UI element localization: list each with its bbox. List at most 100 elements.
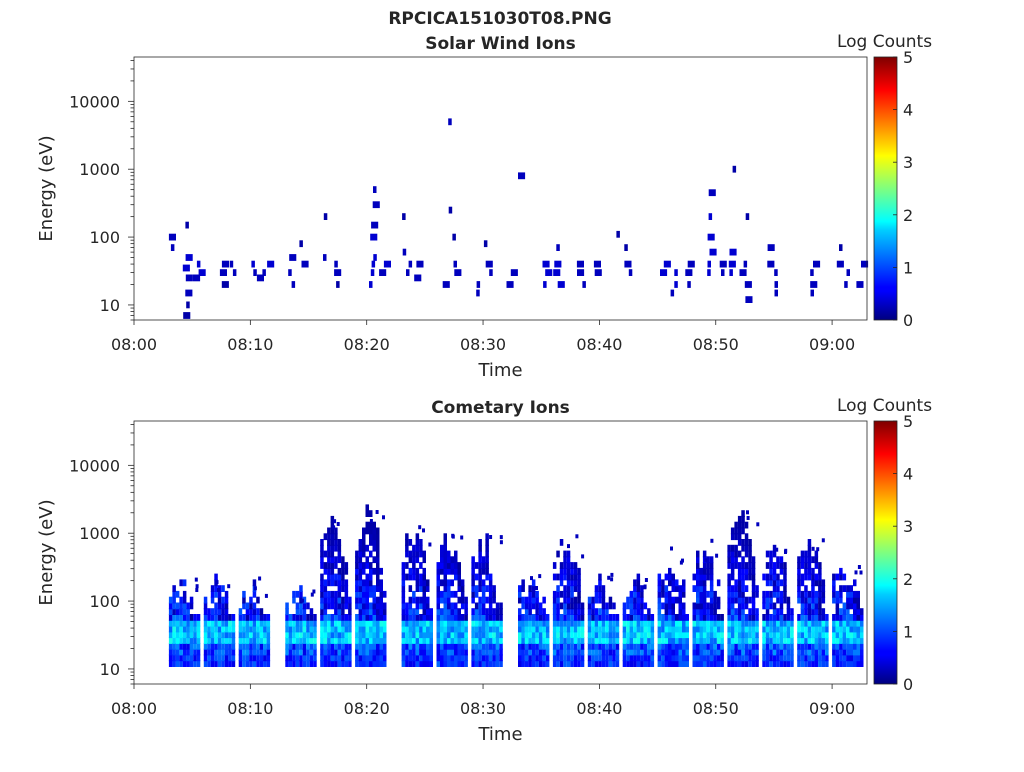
spectrogram-cell (779, 596, 784, 604)
spectrogram-cell (252, 614, 257, 621)
spectrogram-cell (674, 281, 678, 288)
spectrogram-cell (860, 608, 864, 615)
spectrogram-cell (172, 608, 176, 615)
spectrogram-cell (207, 631, 211, 639)
spectrogram-cell (776, 590, 780, 598)
spectrogram-cell (570, 619, 574, 627)
spectrogram-cell (422, 602, 426, 610)
spectrogram-cell (256, 637, 260, 644)
spectrogram-cell (744, 625, 749, 633)
spectrogram-cell (636, 585, 641, 592)
spectrogram-cell (402, 248, 407, 256)
spectrogram-cell (405, 539, 409, 546)
spectrogram-cell (713, 642, 717, 650)
spectrogram-cell (832, 585, 836, 592)
spectrogram-cell (231, 619, 236, 627)
spectrogram-cell (499, 608, 503, 615)
spectrogram-cell (744, 642, 749, 650)
spectrogram-cell (450, 648, 454, 656)
spectrogram-cell (779, 556, 784, 564)
spectrogram-cell (408, 648, 413, 656)
spectrogram-cell (405, 608, 409, 615)
spectrogram-cell (737, 585, 742, 592)
spectrogram-cell (552, 619, 557, 627)
spectrogram-cell (737, 648, 742, 656)
spectrogram-cell (580, 614, 585, 621)
spectrogram-cell (443, 631, 447, 639)
spectrogram-cell (330, 567, 335, 575)
spectrogram-cell (401, 619, 406, 627)
spectrogram-cell (629, 648, 634, 656)
spectrogram-cell (485, 544, 489, 552)
spectrogram-cell (811, 642, 815, 650)
spectrogram-cell (478, 562, 482, 569)
spectrogram-cell (706, 625, 710, 633)
spectrogram-cell (563, 573, 567, 581)
spectrogram-cell (207, 648, 211, 656)
spectrogram-cell (696, 585, 700, 592)
spectrogram-cell (344, 654, 349, 662)
spectrogram-cell (408, 556, 413, 564)
spectrogram-cell (419, 596, 423, 604)
spectrogram-cell (601, 596, 606, 604)
spectrogram-cell (460, 602, 465, 610)
spectrogram-cell (709, 596, 714, 604)
spectrogram-cell (495, 619, 500, 627)
spectrogram-cell (195, 584, 199, 589)
spectrogram-cell (362, 562, 366, 569)
spectrogram-cell (428, 542, 432, 547)
spectrogram-cell (727, 614, 731, 621)
spectrogram-cell (696, 579, 700, 587)
spectrogram-cell (302, 619, 307, 627)
spectrogram-cell (362, 585, 366, 592)
spectrogram-cell (530, 576, 533, 581)
spectrogram-cell (266, 648, 271, 656)
spectrogram-cell (702, 562, 707, 569)
spectrogram-cell (210, 585, 215, 592)
spectrogram-cell (664, 596, 669, 604)
spectrogram-cell (741, 631, 745, 639)
spectrogram-cell (682, 590, 686, 598)
spectrogram-cell (734, 579, 738, 587)
spectrogram-cell (744, 567, 749, 575)
spectrogram-cell (804, 642, 808, 650)
spectrogram-cell (542, 608, 546, 615)
spectrogram-cell (692, 614, 696, 621)
plot-area (134, 57, 867, 320)
spectrogram-cell (699, 660, 703, 667)
spectrogram-cell (678, 660, 682, 667)
spectrogram-cell (671, 660, 675, 667)
spectrogram-cell (800, 631, 805, 639)
spectrogram-cell (415, 556, 420, 564)
spectrogram-cell (640, 590, 644, 598)
spectrogram-cell (699, 608, 703, 615)
spectrogram-cell (358, 596, 363, 604)
spectrogram-cell (737, 550, 742, 558)
spectrogram-cell (587, 619, 592, 627)
spectrogram-cell (214, 619, 218, 627)
spectrogram-cell (376, 550, 380, 558)
spectrogram-cell (644, 578, 648, 582)
spectrogram-cell (531, 579, 536, 587)
spectrogram-cell (259, 608, 264, 615)
spectrogram-cell (699, 590, 703, 598)
spectrogram-cell (372, 544, 376, 552)
spectrogram-cell (412, 637, 416, 644)
spectrogram-cell (709, 660, 714, 667)
spectrogram-cell (678, 608, 682, 615)
spectrogram-cell (739, 269, 747, 276)
spectrogram-cell (309, 642, 314, 650)
spectrogram-cell (344, 637, 349, 644)
spectrogram-cell (633, 602, 637, 610)
spectrogram-cell (323, 596, 328, 604)
spectrogram-cell (348, 631, 352, 639)
spectrogram-cell (471, 567, 475, 575)
spectrogram-cell (783, 660, 787, 667)
spectrogram-cell (302, 596, 307, 604)
spectrogram-cell (769, 660, 773, 667)
spectrogram-cell (570, 654, 574, 662)
spectrogram-cell (783, 631, 787, 639)
spectrogram-cell (302, 614, 307, 621)
spectrogram-cell (615, 631, 620, 639)
spectrogram-cell (327, 602, 331, 610)
